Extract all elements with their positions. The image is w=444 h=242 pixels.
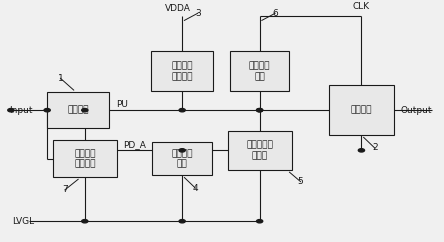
Text: Output: Output [401, 106, 432, 115]
Circle shape [179, 108, 185, 112]
Text: 1: 1 [58, 74, 63, 83]
Text: 6: 6 [272, 9, 278, 18]
Text: Input: Input [10, 106, 33, 115]
Circle shape [358, 149, 365, 152]
Text: LVGL: LVGL [12, 217, 34, 226]
Text: 第一辅助
下拉电路: 第一辅助 下拉电路 [74, 149, 95, 168]
Circle shape [82, 219, 88, 223]
Circle shape [8, 108, 14, 112]
Circle shape [179, 219, 185, 223]
Text: 第一下拉
控制电路: 第一下拉 控制电路 [171, 61, 193, 81]
Text: 漏电补充
电路: 漏电补充 电路 [249, 61, 270, 81]
Bar [53, 140, 117, 177]
Circle shape [257, 108, 263, 112]
Bar [152, 142, 212, 175]
Circle shape [82, 108, 88, 112]
Text: 3: 3 [195, 9, 201, 18]
Bar [230, 51, 289, 91]
Text: PU: PU [116, 100, 127, 109]
Text: 4: 4 [193, 184, 198, 193]
Text: PD_A: PD_A [123, 140, 147, 149]
Text: 第一辅助控
制电路: 第一辅助控 制电路 [246, 141, 273, 160]
Circle shape [257, 219, 263, 223]
Text: 输入电路: 输入电路 [67, 106, 89, 115]
Bar [329, 85, 393, 135]
Text: 输出电路: 输出电路 [351, 106, 372, 115]
Circle shape [257, 108, 263, 112]
Bar [227, 131, 292, 170]
Text: CLK: CLK [353, 2, 370, 11]
Text: VDDA: VDDA [165, 4, 190, 13]
Text: 7: 7 [62, 185, 68, 194]
Circle shape [179, 149, 185, 152]
Bar [47, 92, 109, 128]
Text: 5: 5 [297, 177, 303, 186]
Bar [151, 51, 213, 91]
Text: 第一下拉
电路: 第一下拉 电路 [171, 149, 193, 168]
Text: 2: 2 [372, 144, 377, 152]
Circle shape [44, 108, 50, 112]
